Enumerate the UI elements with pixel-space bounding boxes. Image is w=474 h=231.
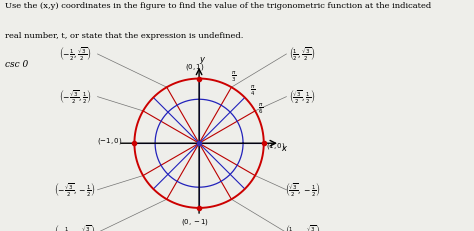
Text: $\left(-\frac{1}{2},-\frac{\sqrt{3}}{2}\right)$: $\left(-\frac{1}{2},-\frac{\sqrt{3}}{2}\… xyxy=(54,224,96,231)
Text: $\left(-\frac{\sqrt{3}}{2},-\frac{1}{2}\right)$: $\left(-\frac{\sqrt{3}}{2},-\frac{1}{2}\… xyxy=(54,181,96,199)
Text: csc 0: csc 0 xyxy=(5,60,28,69)
Text: $(1,0)$: $(1,0)$ xyxy=(266,141,286,152)
Text: $(0,-1)$: $(0,-1)$ xyxy=(181,217,209,227)
Text: $\left(-\frac{1}{2},\frac{\sqrt{3}}{2}\right)$: $\left(-\frac{1}{2},\frac{\sqrt{3}}{2}\r… xyxy=(59,45,91,63)
Text: $\left(\frac{1}{2},\frac{\sqrt{3}}{2}\right)$: $\left(\frac{1}{2},\frac{\sqrt{3}}{2}\ri… xyxy=(290,45,316,63)
Text: $\frac{\pi}{6}$: $\frac{\pi}{6}$ xyxy=(257,101,263,116)
Text: y: y xyxy=(200,55,205,64)
Text: $\left(\frac{\sqrt{3}}{2},\frac{1}{2}\right)$: $\left(\frac{\sqrt{3}}{2},\frac{1}{2}\ri… xyxy=(290,88,316,106)
Text: $\left(\frac{1}{2},-\frac{\sqrt{3}}{2}\right)$: $\left(\frac{1}{2},-\frac{\sqrt{3}}{2}\r… xyxy=(285,224,320,231)
Text: $\left(\frac{\sqrt{3}}{2},-\frac{1}{2}\right)$: $\left(\frac{\sqrt{3}}{2},-\frac{1}{2}\r… xyxy=(285,181,320,199)
Text: $\frac{\pi}{4}$: $\frac{\pi}{4}$ xyxy=(250,83,255,98)
Text: $(0,1)$: $(0,1)$ xyxy=(185,62,205,72)
Text: $\left(-\frac{\sqrt{3}}{2},\frac{1}{2}\right)$: $\left(-\frac{\sqrt{3}}{2},\frac{1}{2}\r… xyxy=(59,88,91,106)
Text: x: x xyxy=(281,144,286,153)
Text: $(-1,0)$: $(-1,0)$ xyxy=(97,136,122,146)
Text: real number, t, or state that the expression is undefined.: real number, t, or state that the expres… xyxy=(5,32,243,40)
Text: $\frac{\pi}{3}$: $\frac{\pi}{3}$ xyxy=(231,70,237,84)
Text: Use the (x,y) coordinates in the figure to find the value of the trigonometric f: Use the (x,y) coordinates in the figure … xyxy=(5,2,431,10)
